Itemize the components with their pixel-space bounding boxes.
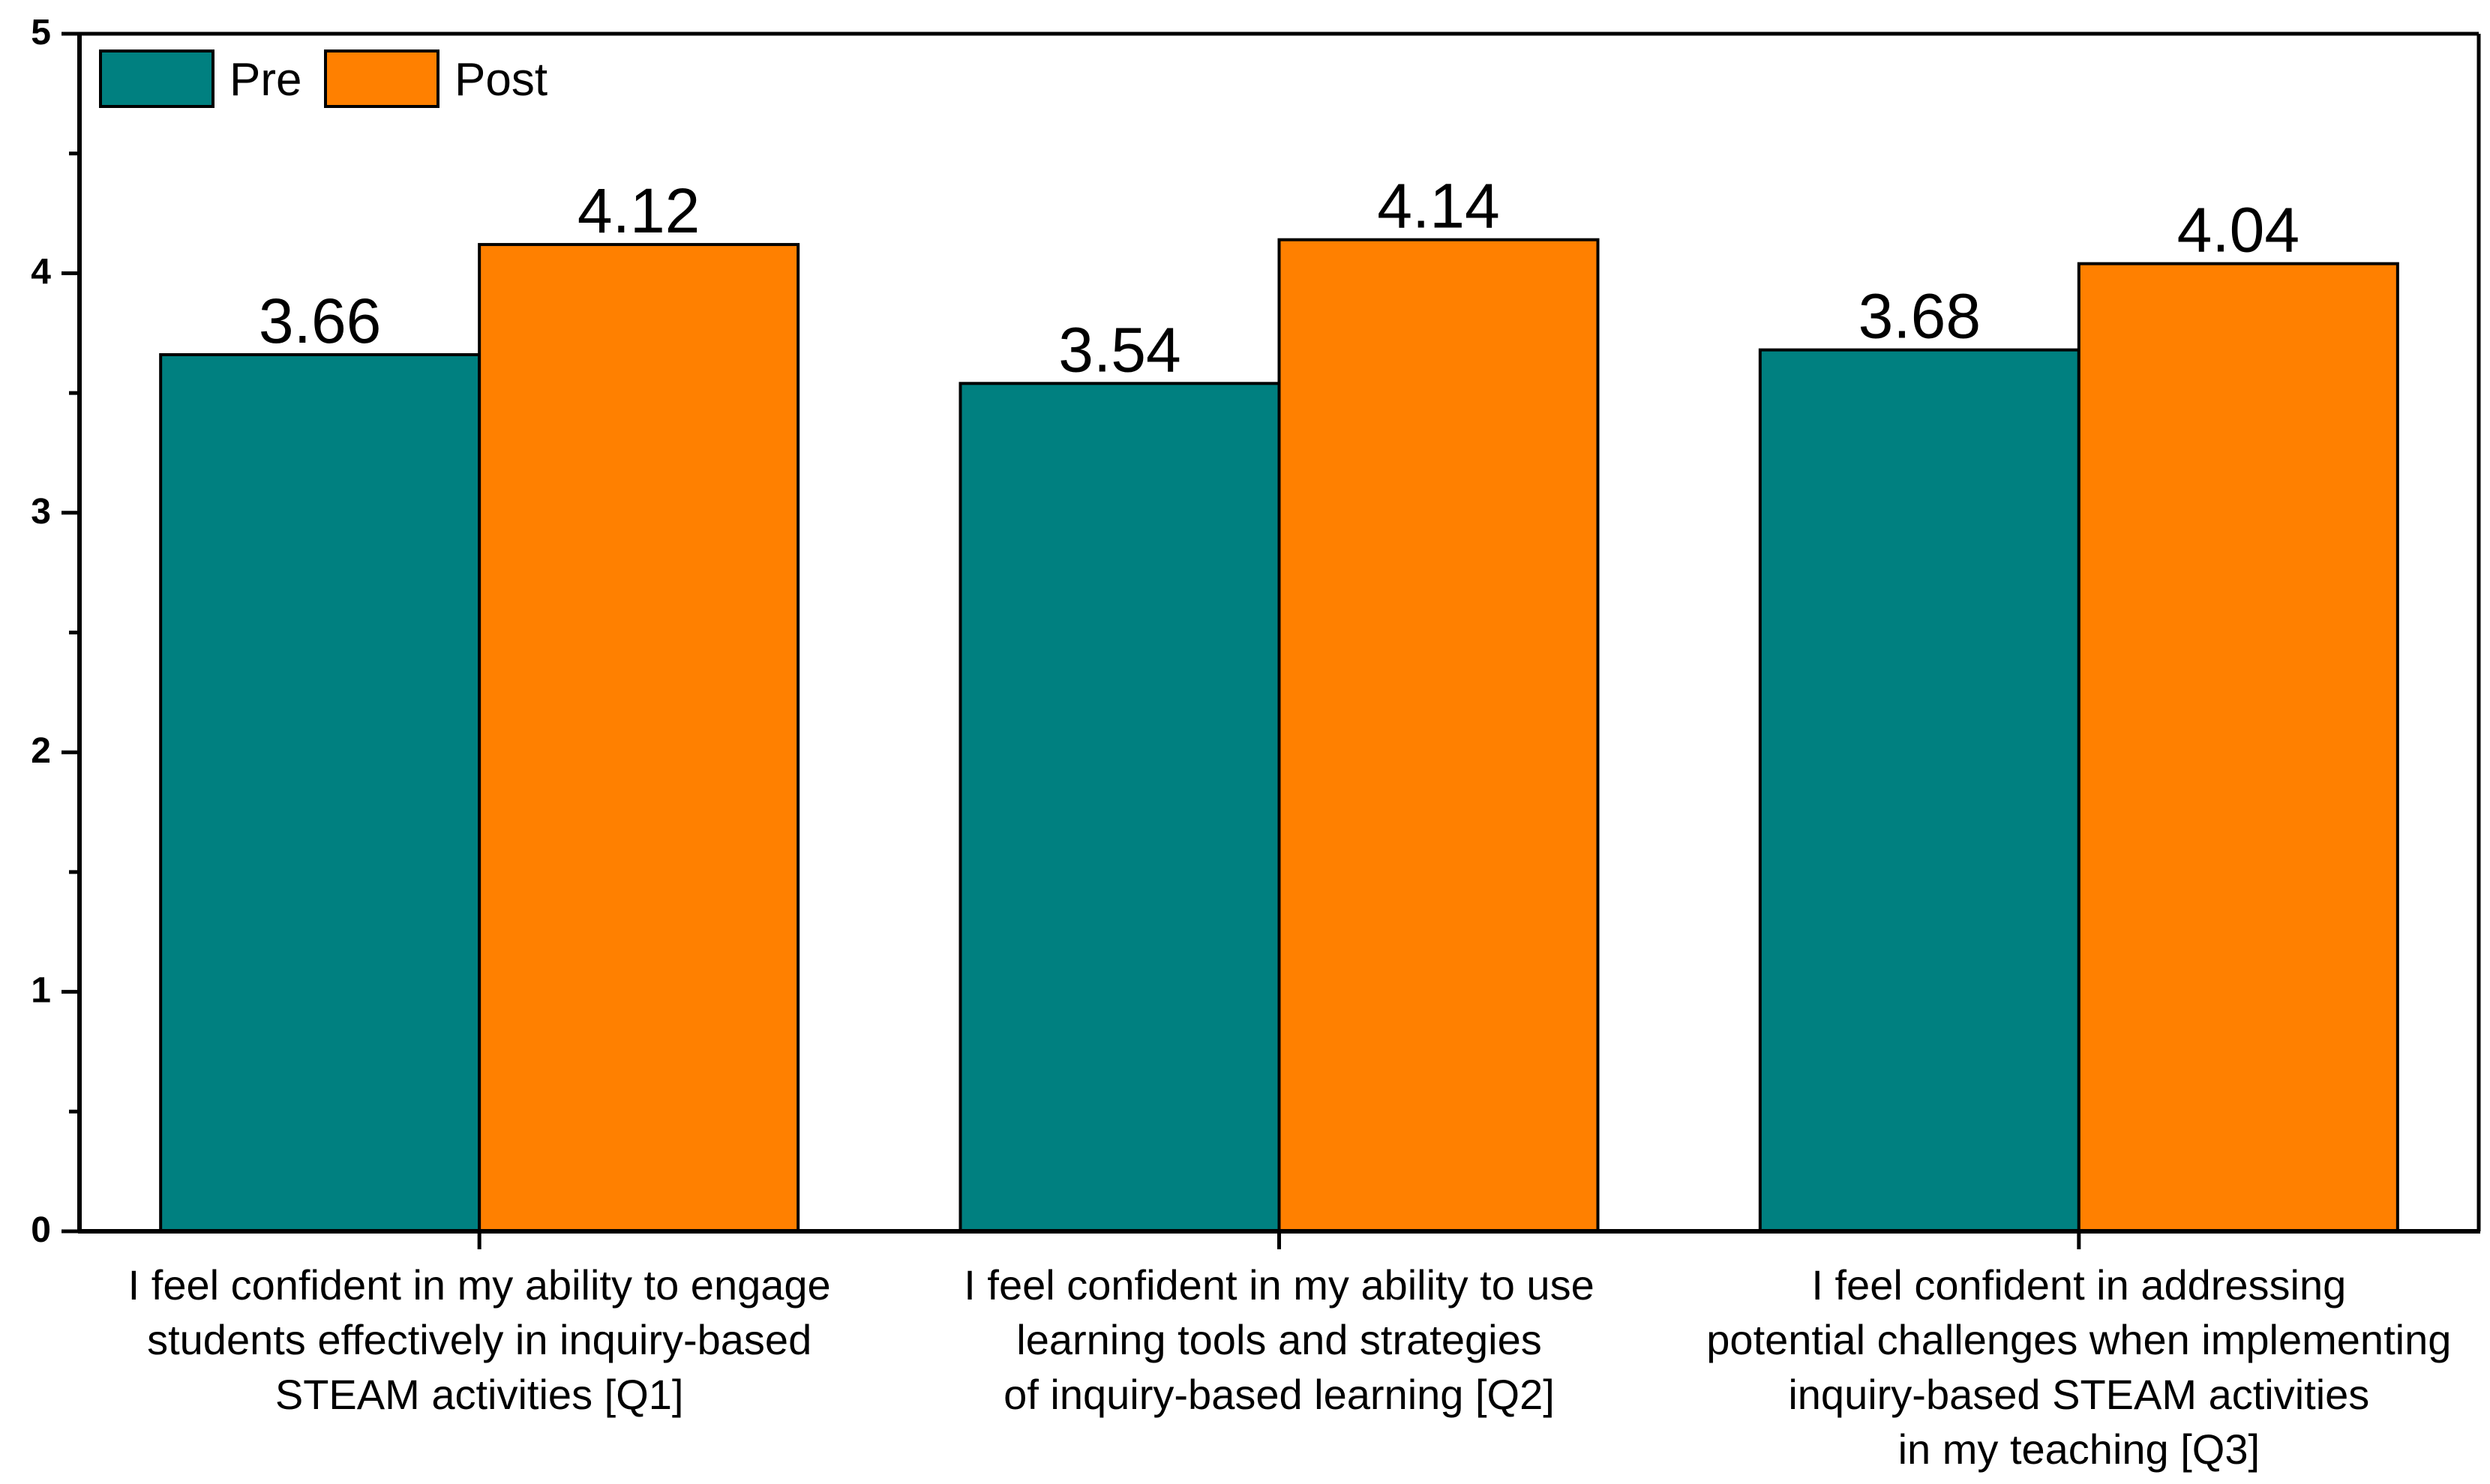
y-tick-label: 5 [31,13,51,52]
x-category-label-line: I feel confident in my ability to engage [128,1261,831,1309]
value-label-pre-q3: 3.68 [1858,281,1982,352]
x-category-label-q1: I feel confident in my ability to engage… [128,1261,831,1418]
x-category-label-q2: I feel confident in my ability to use lea… [964,1261,1594,1418]
axes: 0 1 2 3 4 5 [31,13,2480,1250]
legend-swatch-post [324,49,440,108]
x-category-label-line: learning tools and strategies [1016,1316,1541,1363]
x-category-label-line: in my teaching [Q3] [1898,1426,2260,1473]
value-labels: 3.66 3.54 3.68 4.12 4.14 4.04 [259,171,2300,385]
y-tick-label: 0 [31,1210,51,1250]
bar-post-q2 [1277,238,1600,1234]
y-tick-label: 4 [31,252,51,292]
bar-pre-q2 [958,382,1281,1234]
bar-post-q1 [478,243,800,1233]
x-category-label-line: STEAM activities [Q1] [275,1371,684,1418]
x-category-label-line: potential challenges when implementing [1706,1316,2451,1363]
y-tick-label: 3 [31,492,51,532]
value-label-post-q2: 4.14 [1377,171,1500,241]
bar-post-q3 [2077,262,2399,1233]
y-tick-label: 2 [31,731,51,771]
x-category-label-line: I feel confident in addressing [1811,1261,2346,1309]
value-label-pre-q2: 3.54 [1058,314,1181,385]
value-label-post-q3: 4.04 [2177,195,2300,265]
x-category-label-line: inquiry-based STEAM activities [1788,1371,2369,1418]
legend-swatch-pre [99,49,214,108]
x-category-label-line: of inquiry-based learning [Q2] [1004,1371,1555,1418]
bar-pre-q3 [1758,348,2080,1233]
value-label-pre-q1: 3.66 [259,286,382,356]
legend: Pre Post [99,49,548,108]
x-category-labels: I feel confident in my ability to engage… [128,1261,2452,1473]
x-category-label-q3: I feel confident in addressing potential … [1706,1261,2451,1473]
x-category-label-line: I feel confident in my ability to use [964,1261,1594,1309]
legend-label-post: Post [454,54,548,106]
plot-area [80,31,2481,1231]
legend-label-pre: Pre [230,54,302,106]
value-label-post-q1: 4.12 [578,175,700,246]
y-tick-label: 1 [31,971,51,1011]
bar-pre-q1 [159,352,482,1234]
bars [159,238,2399,1234]
x-category-label-line: students effectively in inquiry-based [147,1316,812,1363]
